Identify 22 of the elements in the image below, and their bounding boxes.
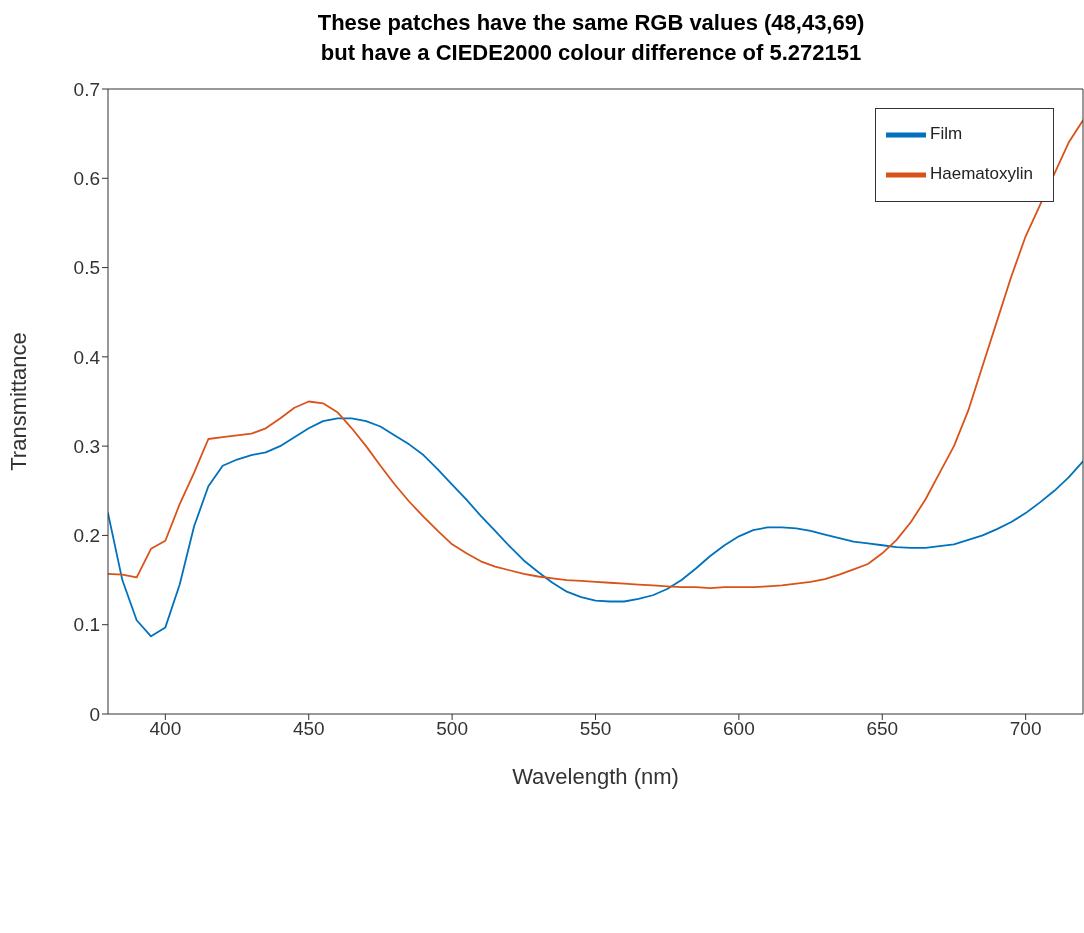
y-tick-label: 0.1 (73, 614, 100, 636)
y-tick-label: 0.7 (73, 78, 100, 100)
x-tick-label: 400 (149, 718, 182, 740)
legend-label: Haematoxylin (930, 164, 1033, 184)
x-tick-label: 600 (723, 718, 755, 740)
y-axis-title: Transmittance (5, 332, 31, 471)
line-series (108, 417, 1083, 638)
y-tick-label: 0.4 (73, 346, 101, 368)
y-tick-label: 0.2 (73, 525, 100, 547)
x-tick-label: 700 (1009, 718, 1042, 740)
x-axis-title: Wavelength (nm) (512, 764, 679, 789)
x-tick-label: 500 (436, 718, 468, 740)
x-tick-label: 550 (579, 718, 612, 740)
x-tick-label: 450 (292, 718, 325, 740)
line-series (108, 119, 1083, 590)
y-tick-label: 0.5 (73, 257, 100, 279)
y-tick-label: 0.6 (73, 168, 100, 190)
legend-label: Film (930, 124, 963, 144)
y-tick-label: 0.3 (73, 435, 100, 457)
x-tick-label: 650 (866, 718, 899, 740)
y-tick-label: 0 (89, 703, 100, 725)
chart-title: These patches have the same RGB values (48,43,69) but have a CIEDE2000 colour difference of 5.272151 (316, 9, 866, 67)
